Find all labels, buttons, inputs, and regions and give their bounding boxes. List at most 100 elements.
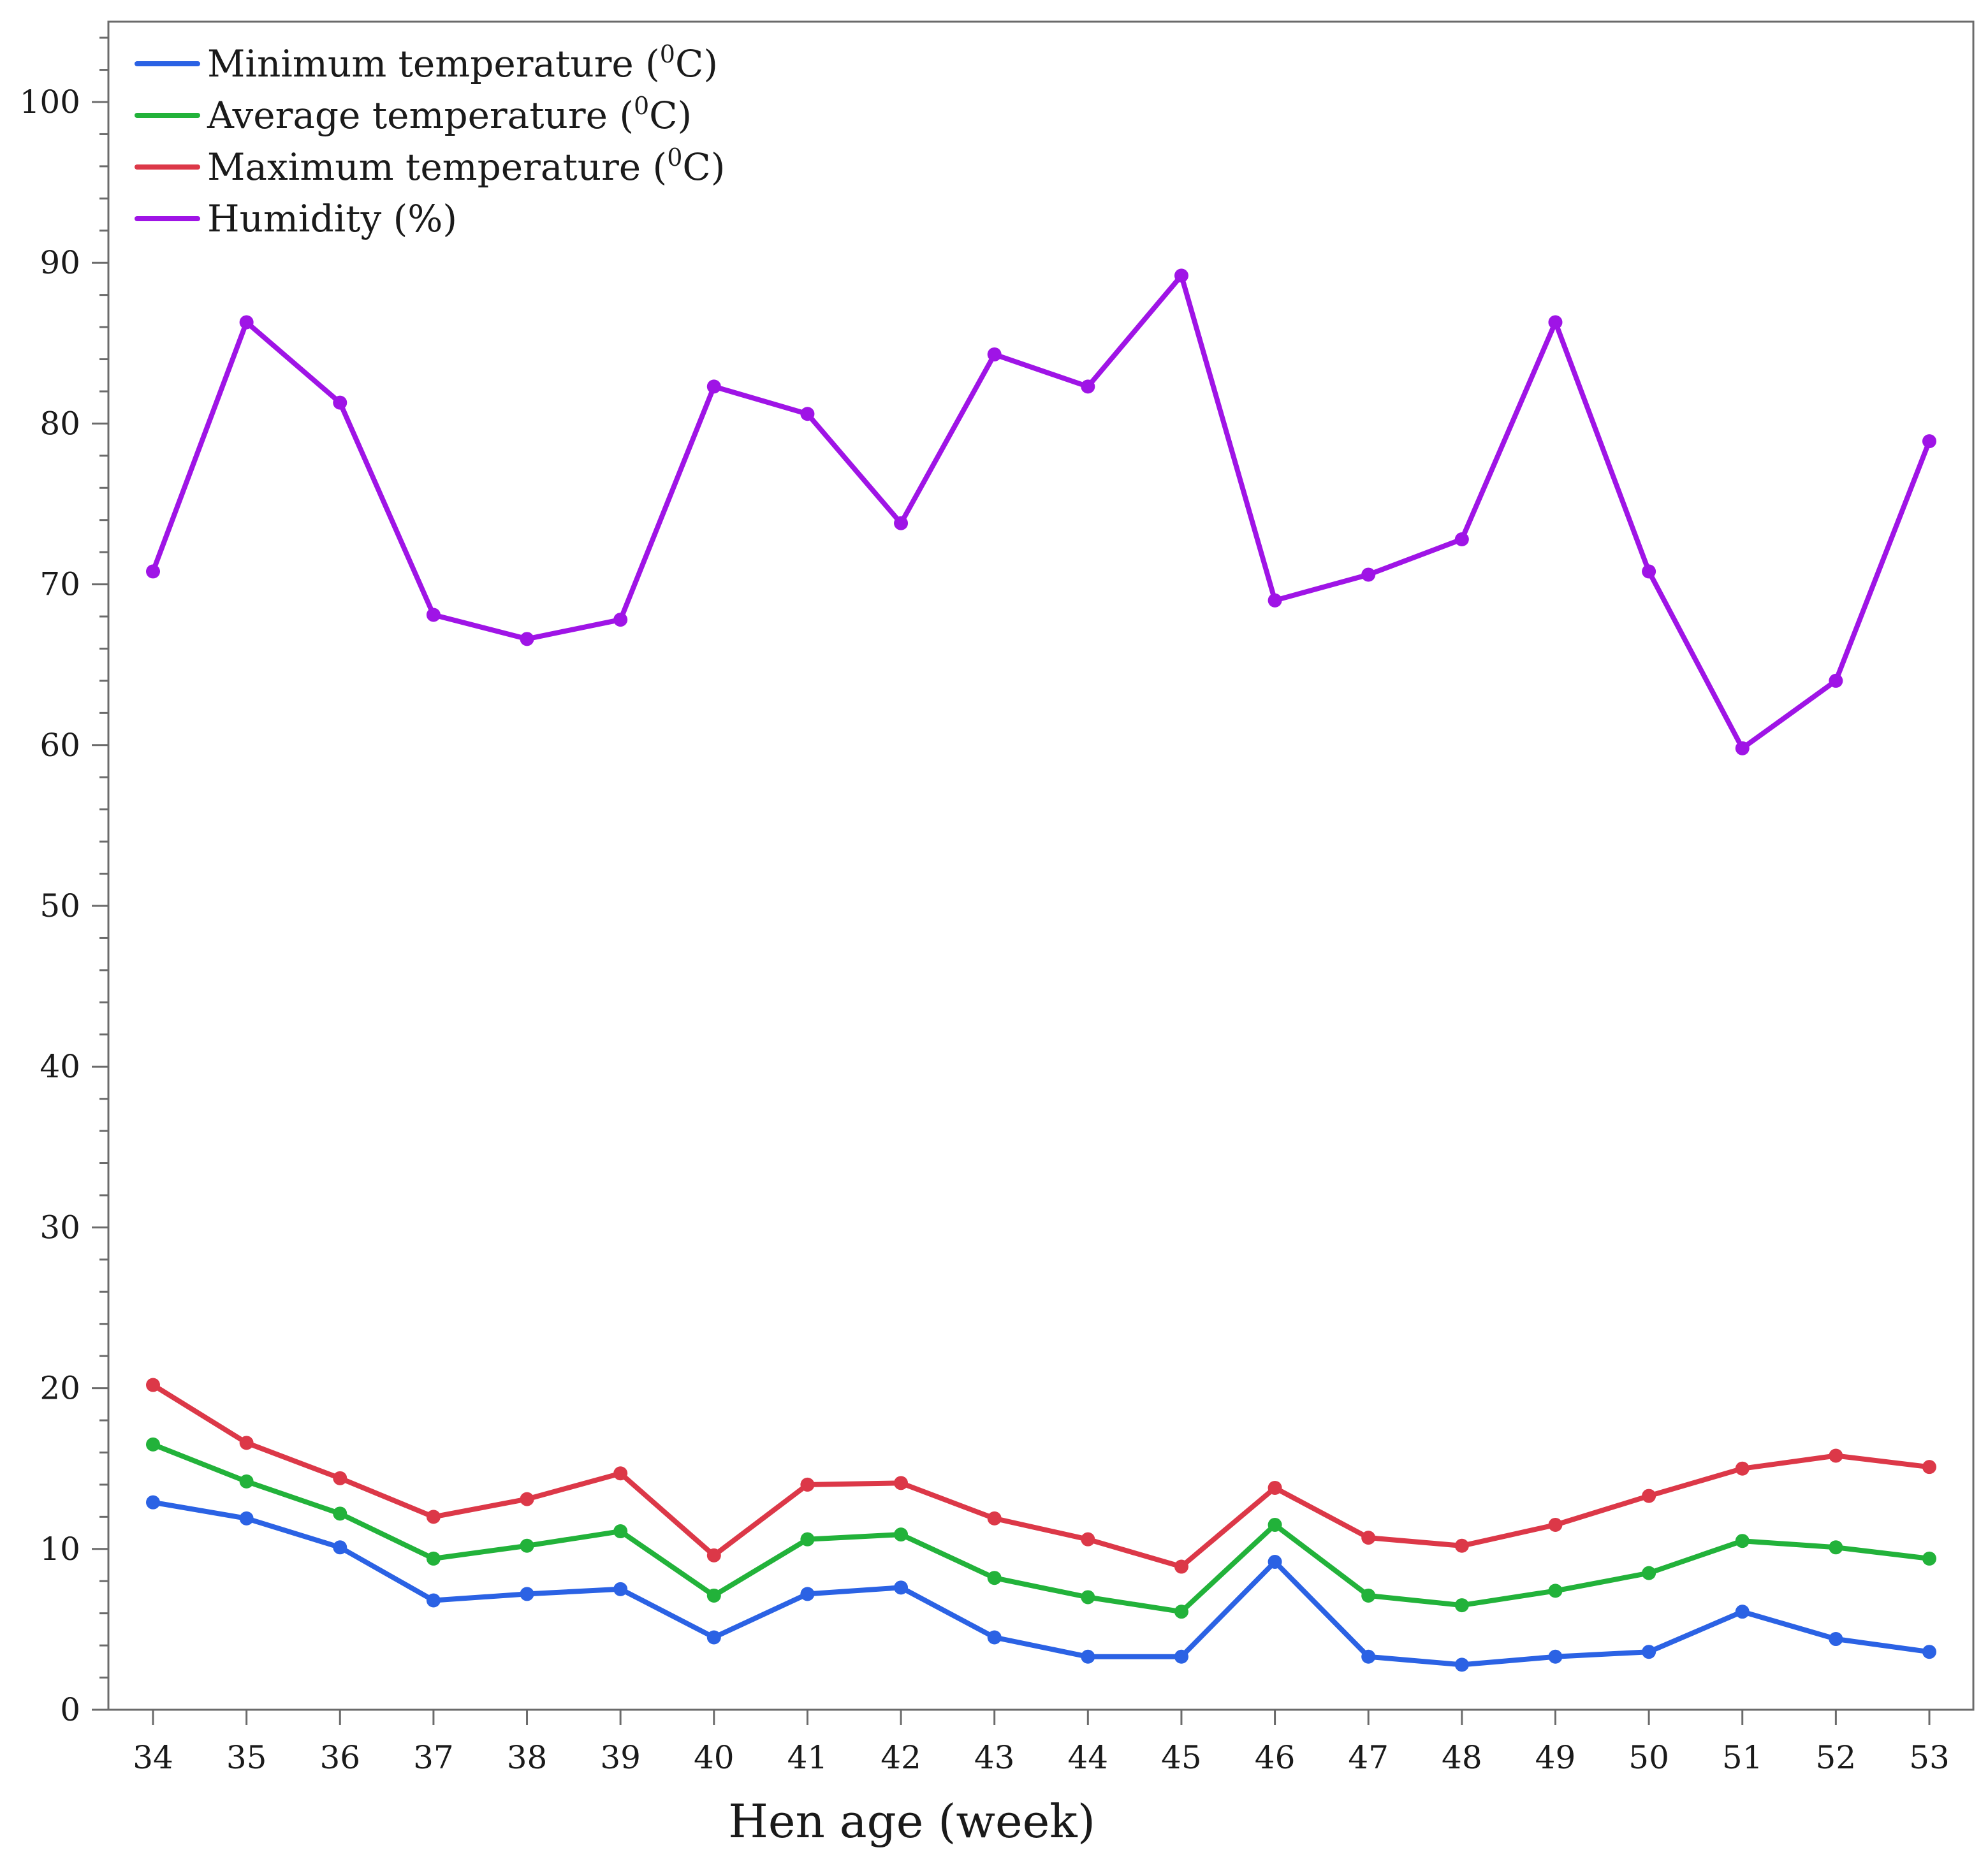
data-point-average-temperature — [1548, 1584, 1563, 1598]
data-point-maximum-temperature — [1454, 1538, 1469, 1553]
data-point-average-temperature — [613, 1524, 628, 1539]
data-point-maximum-temperature — [1829, 1448, 1843, 1463]
data-point-humidity — [1922, 434, 1936, 449]
data-point-maximum-temperature — [1548, 1517, 1563, 1532]
data-point-humidity — [239, 315, 254, 330]
x-axis-title: Hen age (week) — [728, 1795, 1095, 1848]
legend-item-humidity: Humidity (%) — [135, 197, 457, 240]
x-tick-label: 52 — [1816, 1739, 1857, 1776]
x-tick-label: 34 — [133, 1739, 173, 1776]
series-maximum-temperature — [146, 1378, 1936, 1574]
data-point-average-temperature — [1735, 1534, 1750, 1548]
series-layer — [146, 268, 1936, 1672]
data-point-minimum-temperature — [333, 1540, 347, 1555]
data-point-minimum-temperature — [987, 1630, 1002, 1645]
data-point-maximum-temperature — [520, 1492, 534, 1506]
x-tick-label: 40 — [694, 1739, 735, 1776]
y-tick-label: 100 — [20, 84, 80, 120]
legend-label: Average temperature (0C) — [207, 92, 692, 137]
data-point-humidity — [1081, 379, 1095, 394]
data-point-maximum-temperature — [1642, 1489, 1656, 1503]
data-point-humidity — [987, 347, 1002, 361]
series-line-humidity — [150, 273, 1932, 751]
x-tick-label: 53 — [1909, 1739, 1950, 1776]
series-minimum-temperature — [146, 1495, 1936, 1672]
x-tick-label: 51 — [1722, 1739, 1763, 1776]
x-tick-label: 48 — [1442, 1739, 1482, 1776]
data-point-average-temperature — [1081, 1590, 1095, 1605]
y-tick-label: 20 — [40, 1370, 80, 1407]
data-point-maximum-temperature — [1268, 1480, 1282, 1495]
data-point-average-temperature — [239, 1474, 254, 1489]
y-tick-label: 60 — [40, 727, 80, 764]
x-tick-label: 35 — [226, 1739, 267, 1776]
data-point-humidity — [1361, 567, 1376, 582]
x-tick-label: 50 — [1628, 1739, 1669, 1776]
data-point-average-temperature — [1922, 1551, 1936, 1566]
data-point-minimum-temperature — [800, 1587, 815, 1601]
x-tick-label: 46 — [1255, 1739, 1296, 1776]
series-line-maximum-temperature — [150, 1382, 1932, 1569]
y-tick-label: 90 — [40, 244, 80, 281]
legend-item-maximum-temperature: Maximum temperature (0C) — [135, 143, 725, 189]
data-point-maximum-temperature — [1174, 1559, 1188, 1574]
x-tick-label: 47 — [1348, 1739, 1389, 1776]
x-tick-label: 36 — [319, 1739, 360, 1776]
y-axis: 0 10 20 30 40 50 60 70 80 90 100 — [20, 36, 108, 1728]
data-point-maximum-temperature — [1922, 1460, 1936, 1475]
data-point-average-temperature — [894, 1527, 909, 1542]
data-point-maximum-temperature — [239, 1436, 254, 1450]
data-point-minimum-temperature — [1268, 1554, 1282, 1569]
series-line-average-temperature — [150, 1441, 1932, 1615]
x-tick-label: 37 — [413, 1739, 454, 1776]
data-point-average-temperature — [1268, 1517, 1282, 1532]
data-point-maximum-temperature — [333, 1471, 347, 1485]
legend-label: Maximum temperature (0C) — [207, 143, 725, 189]
data-point-humidity — [894, 516, 909, 530]
y-tick-label: 10 — [40, 1531, 80, 1568]
data-point-humidity — [800, 407, 815, 421]
data-point-humidity — [1268, 593, 1282, 608]
data-point-minimum-temperature — [894, 1580, 909, 1595]
x-tick-label: 45 — [1161, 1739, 1202, 1776]
data-point-humidity — [706, 379, 721, 394]
data-point-minimum-temperature — [1081, 1649, 1095, 1664]
data-point-maximum-temperature — [146, 1378, 160, 1392]
data-point-average-temperature — [1642, 1566, 1656, 1580]
legend-item-average-temperature: Average temperature (0C) — [135, 92, 692, 137]
y-tick-label: 30 — [40, 1209, 80, 1246]
data-point-minimum-temperature — [1454, 1657, 1469, 1672]
data-point-average-temperature — [987, 1571, 1002, 1585]
data-point-minimum-temperature — [1361, 1649, 1376, 1664]
y-tick-label: 80 — [40, 405, 80, 442]
y-tick-label: 0 — [60, 1691, 80, 1728]
series-average-temperature — [146, 1437, 1936, 1619]
data-point-humidity — [1735, 741, 1750, 755]
data-point-average-temperature — [520, 1538, 534, 1553]
data-point-average-temperature — [706, 1588, 721, 1603]
y-tick-label: 40 — [40, 1048, 80, 1085]
data-point-humidity — [146, 564, 160, 579]
data-point-minimum-temperature — [146, 1495, 160, 1510]
data-point-minimum-temperature — [1829, 1632, 1843, 1647]
x-tick-label: 38 — [507, 1739, 548, 1776]
data-point-maximum-temperature — [706, 1548, 721, 1562]
data-point-maximum-temperature — [1735, 1461, 1750, 1476]
data-point-minimum-temperature — [706, 1630, 721, 1645]
data-point-average-temperature — [1361, 1588, 1376, 1603]
data-point-minimum-temperature — [426, 1593, 441, 1608]
x-tick-label: 44 — [1068, 1739, 1109, 1776]
data-point-humidity — [1454, 532, 1469, 546]
y-tick-label: 50 — [40, 887, 80, 924]
data-point-average-temperature — [800, 1532, 815, 1547]
data-point-maximum-temperature — [987, 1511, 1002, 1526]
data-point-maximum-temperature — [426, 1510, 441, 1524]
data-point-minimum-temperature — [1548, 1649, 1563, 1664]
data-point-maximum-temperature — [613, 1466, 628, 1481]
data-point-minimum-temperature — [520, 1587, 534, 1601]
y-tick-label: 70 — [40, 566, 80, 603]
data-point-average-temperature — [1829, 1540, 1843, 1555]
data-point-minimum-temperature — [1642, 1645, 1656, 1659]
